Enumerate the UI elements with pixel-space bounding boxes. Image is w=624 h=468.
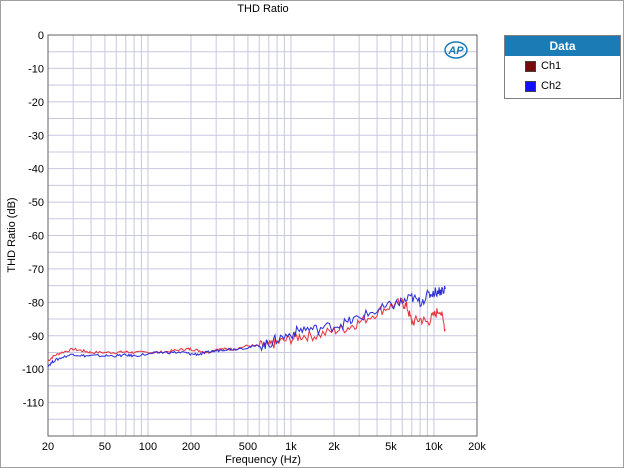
grid: [47, 34, 478, 437]
x-tick-label: 50: [99, 441, 111, 453]
y-tick-label: -50: [28, 197, 44, 209]
x-tick-label: 200: [182, 441, 200, 453]
x-tick-label: 10k: [425, 441, 443, 453]
legend-title: Data: [505, 36, 620, 56]
y-tick-label: -60: [28, 231, 44, 243]
x-tick-label: 20k: [468, 441, 486, 453]
y-tick-label: -20: [28, 97, 44, 109]
legend-label-ch1: Ch1: [541, 60, 562, 72]
x-tick-label: 500: [239, 441, 257, 453]
legend-swatch-ch1: [525, 60, 536, 72]
x-axis-label: Frequency (Hz): [225, 454, 301, 466]
series-line-ch1: [47, 297, 446, 362]
legend: Data Ch1 Ch2: [504, 35, 621, 99]
legend-swatch-ch2: [525, 80, 536, 92]
y-tick-label: -110: [23, 398, 44, 410]
plot-area: [47, 34, 478, 437]
y-tick-label: -10: [28, 63, 44, 75]
x-tick-label: 5k: [385, 441, 397, 453]
y-tick-label: -100: [22, 364, 44, 376]
ap-logo-text: AP: [447, 45, 464, 57]
y-tick-label: -90: [28, 331, 44, 343]
legend-label-ch2: Ch2: [541, 80, 562, 92]
y-tick-label: 0: [38, 30, 44, 42]
y-tick-label: -80: [28, 297, 44, 309]
y-tick-label: -30: [28, 130, 44, 142]
axes: 0 -10 -20 -30 -40 -50 -60 -70 -80 -90 -100 -110 20 50…: [22, 30, 486, 453]
series-lines: [47, 285, 446, 368]
x-tick-label: 1k: [285, 441, 297, 453]
legend-item-ch1[interactable]: Ch1: [505, 56, 620, 76]
x-tick-label: 20: [42, 441, 54, 453]
x-tick-label: 2k: [328, 441, 340, 453]
chart-title: THD Ratio: [237, 3, 288, 15]
y-axis-label: THD Ratio (dB): [6, 197, 18, 272]
legend-item-ch2[interactable]: Ch2: [505, 76, 620, 96]
ap-logo: AP: [444, 41, 468, 59]
y-tick-label: -40: [28, 164, 44, 176]
series-line-ch2: [47, 285, 446, 368]
x-tick-label: 100: [139, 441, 157, 453]
y-tick-label: -70: [28, 264, 44, 276]
